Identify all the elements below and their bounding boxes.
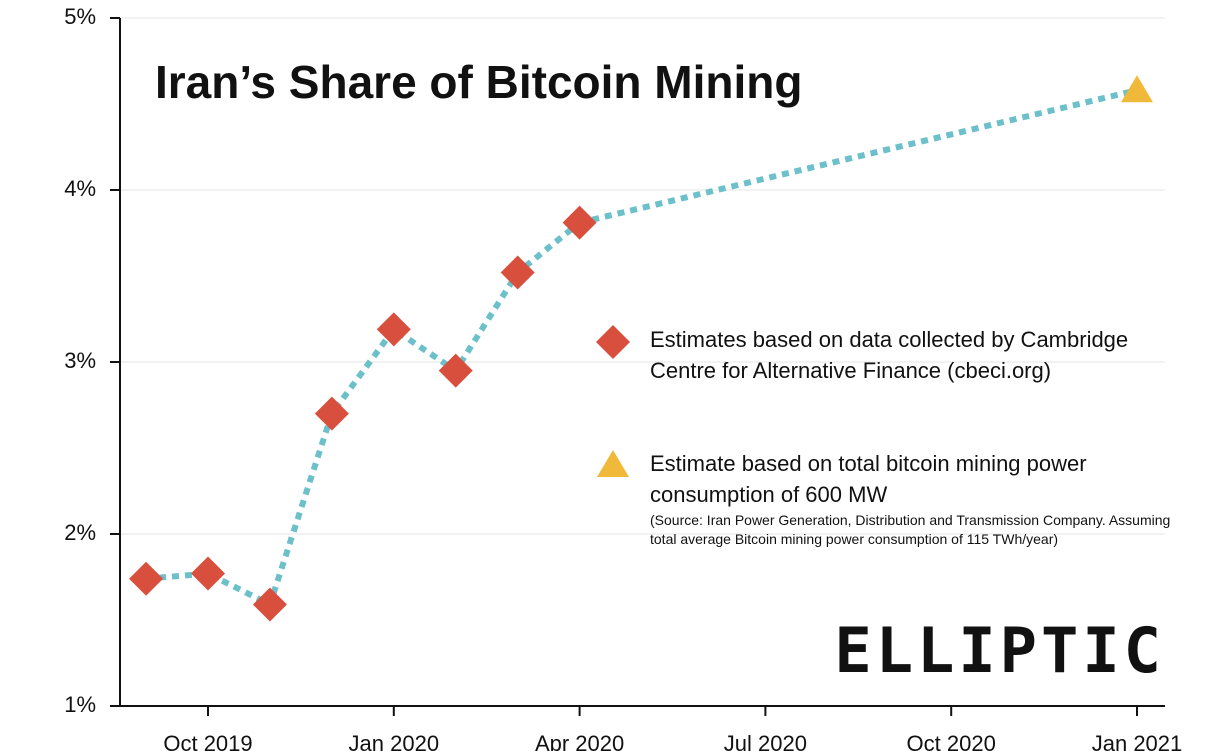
legend-marker: [597, 450, 629, 477]
chart-title: Iran’s Share of Bitcoin Mining: [155, 56, 802, 108]
y-tick-label: 5%: [64, 4, 96, 29]
point: [252, 587, 287, 622]
point: [376, 312, 411, 347]
x-tick-label: Apr 2020: [535, 731, 624, 751]
x-tick-label: Oct 2019: [163, 731, 252, 751]
point: [562, 205, 597, 240]
x-tick-label: Jan 2020: [349, 731, 440, 751]
point: [438, 353, 473, 388]
y-tick-label: 2%: [64, 520, 96, 545]
legend-label: Estimates based on data collected by Cam…: [650, 327, 1129, 383]
connector-line: [578, 87, 1138, 226]
y-tick-label: 3%: [64, 348, 96, 373]
legend-label: Estimate based on total bitcoin mining p…: [650, 451, 1087, 507]
x-tick-label: Jul 2020: [724, 731, 807, 751]
x-tick-label: Jan 2021: [1092, 731, 1183, 751]
point: [1121, 75, 1153, 103]
logo: ELLIPTIC: [834, 614, 1165, 687]
legend-entry: Estimates based on data collected by Cam…: [650, 327, 1129, 383]
point: [500, 255, 535, 290]
x-tick-label: Oct 2020: [907, 731, 996, 751]
note-text: (Source: Iran Power Generation, Distribu…: [650, 512, 1171, 547]
note: (Source: Iran Power Generation, Distribu…: [650, 512, 1171, 547]
y-tick-label: 4%: [64, 176, 96, 201]
y-tick-label: 1%: [64, 692, 96, 717]
point: [129, 561, 164, 596]
legend-marker: [596, 325, 630, 359]
point: [191, 556, 225, 591]
legend-entry: Estimate based on total bitcoin mining p…: [650, 451, 1087, 507]
point: [314, 396, 349, 431]
